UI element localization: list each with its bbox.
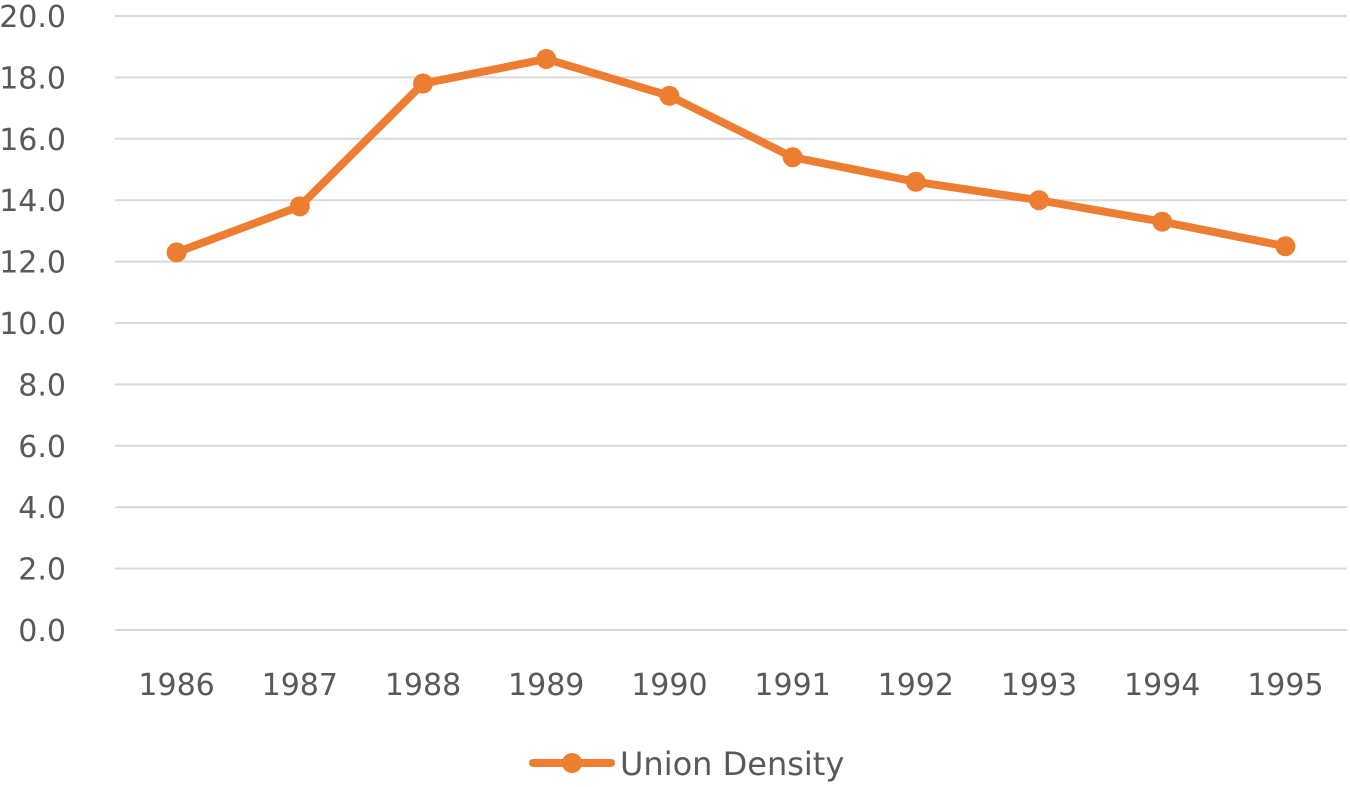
x-tick-label: 1986: [138, 668, 214, 703]
data-point-1994: [1152, 211, 1173, 232]
y-axis-tick-labels: 0.0 2.0 4.0 6.0 8.0 10.0 12.0 14.0 16.0 18.0 20.0: [0, 0, 66, 649]
x-tick-label: 1988: [385, 668, 461, 703]
x-tick-label: 1995: [1247, 668, 1323, 703]
y-tick-label: 0.0: [18, 614, 66, 649]
data-point-1995: [1275, 236, 1296, 257]
series-line: [172, 54, 1290, 257]
y-tick-label: 14.0: [0, 184, 66, 219]
x-tick-label: 1991: [754, 668, 830, 703]
x-tick-label: 1993: [1001, 668, 1077, 703]
y-tick-label: 12.0: [0, 246, 66, 281]
y-tick-label: 18.0: [0, 61, 66, 96]
y-tick-label: 4.0: [18, 491, 66, 526]
series-union-density: [166, 48, 1296, 263]
y-tick-label: 16.0: [0, 123, 66, 158]
y-tick-label: 10.0: [0, 307, 66, 342]
y-tick-label: 6.0: [18, 430, 66, 465]
data-point-1986: [166, 242, 187, 263]
legend: Union Density: [529, 745, 844, 783]
y-tick-label: 20.0: [0, 0, 66, 35]
data-point-1990: [659, 85, 680, 106]
data-point-1991: [782, 147, 803, 168]
legend-label: Union Density: [620, 745, 844, 783]
x-tick-label: 1989: [508, 668, 584, 703]
x-tick-label: 1992: [878, 668, 954, 703]
y-tick-label: 8.0: [18, 368, 66, 403]
x-tick-label: 1987: [262, 668, 338, 703]
data-point-1987: [289, 196, 310, 217]
legend-marker-swatch: [562, 753, 582, 773]
data-point-1988: [413, 73, 433, 94]
x-tick-label: 1990: [631, 668, 707, 703]
data-point-1989: [536, 48, 557, 69]
data-point-1993: [1029, 190, 1049, 211]
y-tick-label: 2.0: [18, 553, 66, 588]
x-axis-tick-labels: 1986 1987 1988 1989 1990 1991 1992 1993 1994 1995: [138, 668, 1323, 703]
gridlines: [115, 15, 1347, 631]
x-tick-label: 1994: [1124, 668, 1200, 703]
data-point-1992: [905, 171, 926, 192]
